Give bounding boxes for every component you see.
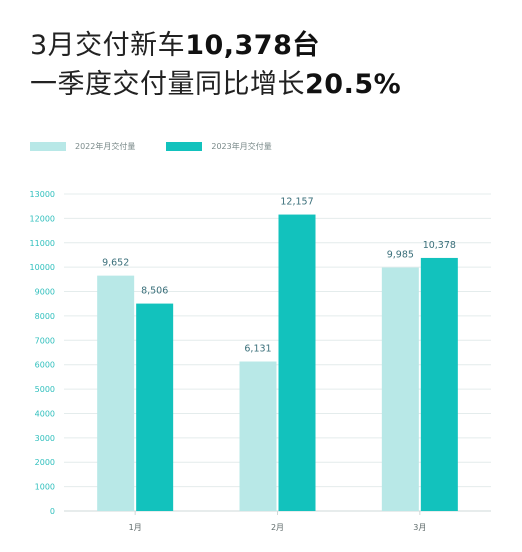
bar-2023 (278, 214, 316, 512)
y-tick-label: 3000 (35, 434, 55, 443)
y-tick-label: 9000 (35, 288, 55, 297)
headline-line-2: 一季度交付量同比增长20.5% (30, 71, 401, 98)
headline-line-1-prefix: 3月交付新车 (30, 30, 186, 61)
x-tick-label: 2月 (271, 523, 284, 532)
bar-2023 (420, 257, 458, 511)
y-tick-label: 10000 (30, 263, 55, 272)
y-tick-label: 7000 (35, 336, 55, 345)
legend-label-2023: 2023年月交付量 (211, 141, 272, 151)
legend-label-2022: 2022年月交付量 (75, 141, 136, 151)
y-tick-label: 2000 (35, 458, 55, 467)
headline-line-2-prefix: 一季度交付量同比增长 (30, 69, 305, 100)
data-label: 8,506 (141, 286, 168, 297)
y-tick-label: 11000 (30, 239, 55, 248)
legend-item-2023: 2023年月交付量 (166, 141, 272, 152)
y-tick-label: 12000 (30, 214, 55, 223)
x-tick-label: 3月 (413, 523, 426, 532)
data-label: 12,157 (280, 197, 313, 208)
y-tick-label: 8000 (35, 312, 55, 321)
bar-2022 (97, 275, 135, 511)
headline-line-2-emphasis: 20.5% (305, 69, 402, 100)
bar-2023 (136, 303, 174, 511)
legend-swatch-2022 (30, 141, 66, 151)
data-label: 6,131 (244, 343, 271, 354)
data-label: 10,378 (423, 240, 456, 251)
chart-legend: 2022年月交付量 2023年月交付量 (30, 139, 272, 153)
headline-line-1-emphasis: 10,378台 (185, 30, 320, 61)
bar-2022 (381, 267, 419, 511)
legend-item-2022: 2022年月交付量 (30, 141, 135, 152)
y-tick-label: 4000 (35, 409, 55, 418)
data-label: 9,652 (102, 258, 129, 269)
y-tick-label: 13000 (30, 190, 55, 199)
y-tick-label: 5000 (35, 385, 55, 394)
legend-swatch-2023 (166, 141, 203, 151)
y-tick-label: 6000 (35, 361, 55, 370)
data-label: 9,985 (387, 250, 414, 261)
headline-line-1: 3月交付新车10,378台 (30, 32, 320, 59)
y-tick-label: 0 (50, 507, 55, 516)
x-tick-label: 1月 (129, 523, 142, 532)
y-tick-label: 1000 (35, 483, 55, 492)
bar-2022 (239, 361, 277, 511)
